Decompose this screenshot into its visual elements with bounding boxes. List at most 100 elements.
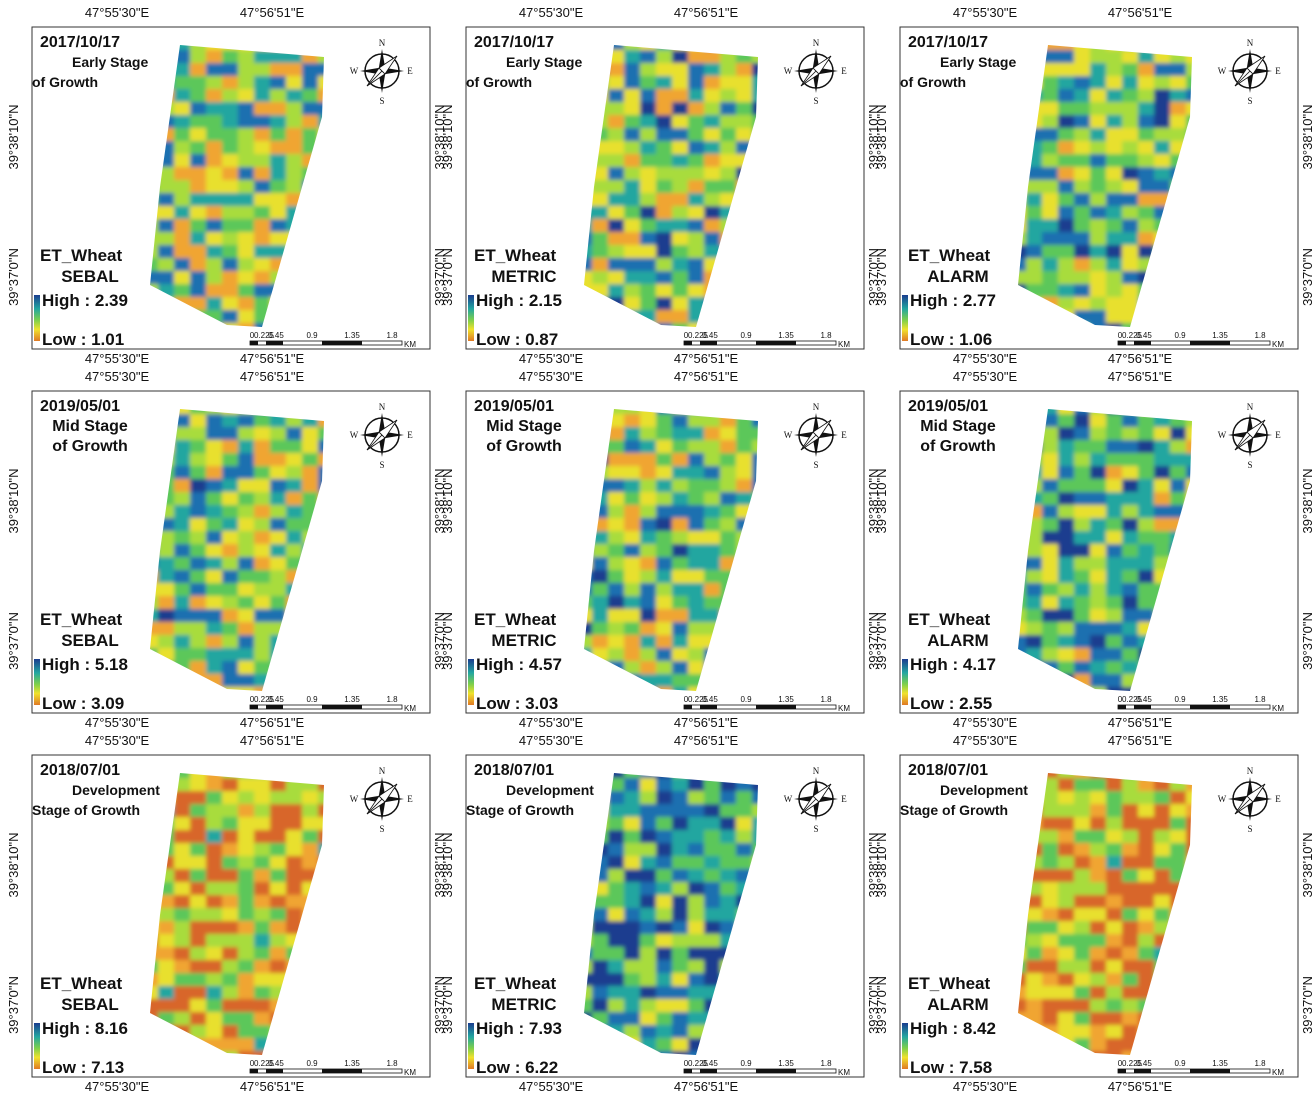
field-patch [174, 440, 196, 457]
field-patch [254, 986, 274, 1003]
field-patch [222, 895, 244, 910]
north-arrow: N E S W [784, 402, 848, 470]
field-patch [1122, 609, 1143, 623]
compass-point [1246, 55, 1266, 75]
growth-stage: Stage of Growth [900, 802, 1008, 818]
field-patch [608, 895, 627, 909]
compass-s: S [379, 96, 384, 106]
field-patch [286, 180, 304, 194]
field-patch [1058, 219, 1077, 237]
field-patch [1106, 128, 1123, 142]
field-patch [1106, 947, 1127, 964]
field-patch [270, 492, 291, 510]
field-patch [1018, 245, 1027, 262]
scale-label: 1.8 [820, 1059, 832, 1068]
field-patch [174, 258, 193, 272]
field-patch [270, 180, 290, 195]
north-arrow: N E S W [350, 402, 414, 470]
field-patch [624, 544, 643, 560]
field-patch [672, 960, 690, 977]
scale-segment [266, 341, 283, 345]
field-patch [286, 453, 303, 467]
field-patch [318, 76, 324, 90]
scale-label: 0.45 [268, 1059, 284, 1068]
legend-ramp [902, 1023, 908, 1069]
longitude-label: 47°56'51"E [674, 5, 739, 20]
field-patch [318, 830, 324, 850]
field-patch [584, 973, 593, 989]
growth-stage: Development [940, 782, 1028, 798]
compass-w: W [350, 794, 359, 804]
field-patch [1138, 856, 1158, 870]
longitude-label: 47°55'30"E [953, 369, 1018, 384]
compass-w: W [350, 430, 359, 440]
latitude-label: 39°38'10"N [6, 104, 21, 169]
scale-label: 1.8 [820, 331, 832, 340]
field-patch [190, 557, 209, 572]
field-patch [190, 89, 209, 106]
latitude-label: 39°38'10"N [6, 468, 21, 533]
field-patch [1090, 323, 1114, 327]
compass-s: S [813, 824, 818, 834]
field-patch [238, 154, 256, 168]
scale-segment [1190, 1069, 1230, 1073]
field-patch [624, 245, 642, 260]
variable-name: ET_Wheat [474, 974, 557, 993]
field-patch [1090, 115, 1108, 129]
north-arrow: N E S W [784, 766, 848, 834]
field-patch [736, 76, 754, 93]
compass-e: E [1275, 794, 1281, 804]
field-patch [608, 843, 629, 859]
compass-point [378, 55, 398, 75]
field-patch [1154, 128, 1174, 145]
field-patch [254, 947, 272, 963]
field-patch [592, 947, 614, 964]
field-patch [1090, 310, 1110, 327]
field-patch [1154, 453, 1171, 470]
field-patch [1138, 232, 1159, 248]
field-patch [174, 427, 192, 441]
scale-segment [756, 341, 796, 345]
field-patch [1090, 167, 1108, 183]
field-patch [640, 232, 661, 246]
field-patch [1090, 453, 1108, 471]
field-patch [1090, 128, 1111, 143]
field-patch [318, 466, 324, 484]
field-patch [190, 492, 212, 508]
scale-segment [1190, 705, 1230, 709]
field-patch [640, 557, 658, 573]
scale-label: 1.35 [778, 1059, 794, 1068]
field-patch [190, 999, 209, 1016]
legend-low: Low : 2.55 [910, 694, 992, 713]
field-patch [206, 544, 224, 558]
scale-label: 0.45 [1136, 1059, 1152, 1068]
field-patch [1186, 89, 1192, 106]
model-name: SEBAL [61, 267, 119, 286]
field-patch [1074, 895, 1094, 909]
field-patch [672, 63, 693, 79]
scale-segment [684, 1069, 692, 1073]
field-patch [656, 830, 675, 847]
field-patch [624, 409, 647, 415]
field-patch [318, 63, 324, 78]
scale-label: 0.45 [702, 331, 718, 340]
field-patch [222, 986, 240, 1000]
field-patch [584, 245, 593, 259]
variable-name: ET_Wheat [40, 610, 123, 629]
field-patch [1042, 557, 1060, 572]
compass-s: S [813, 96, 818, 106]
field-patch [592, 219, 610, 235]
scale-segment [756, 1069, 796, 1073]
field-patch [608, 882, 629, 898]
field-patch [608, 180, 627, 196]
scale-segment [700, 341, 717, 345]
scale-segment [266, 1069, 283, 1073]
longitude-label: 47°55'30"E [85, 351, 150, 366]
legend-ramp [468, 659, 474, 705]
field-patch [302, 115, 319, 132]
variable-name: ET_Wheat [908, 974, 991, 993]
field-patch [222, 778, 242, 793]
field-patch [1106, 518, 1128, 532]
field-patch [688, 817, 708, 835]
compass-n: N [1247, 766, 1254, 776]
